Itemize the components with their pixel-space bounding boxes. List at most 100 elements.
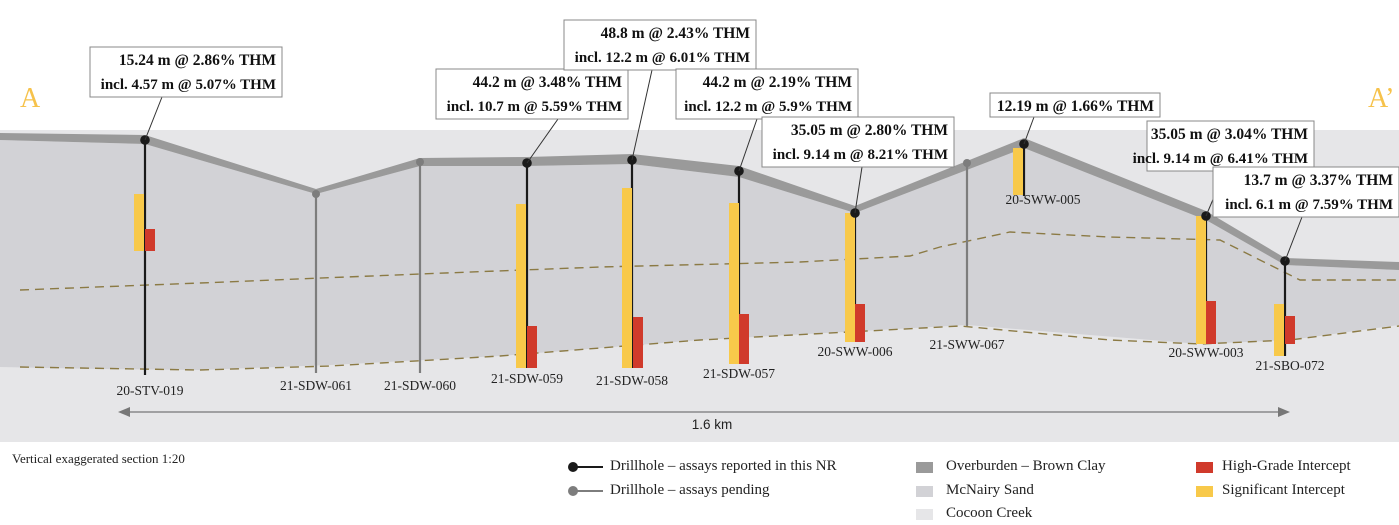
legend-overburden-label: Overburden – Brown Clay	[946, 458, 1106, 474]
callout-box	[435, 68, 629, 120]
legend-significant-swatch	[1196, 486, 1213, 497]
callout-leader	[631, 69, 653, 161]
callout-main-line: 44.2 m @ 3.48% THM	[473, 74, 623, 91]
callout-20-sww-006: 35.05 m @ 2.80% THM incl. 9.14 m @ 8.21% …	[761, 116, 955, 214]
callout-main-line: 13.7 m @ 3.37% THM	[1244, 172, 1394, 189]
high-grade-intercept-bar	[739, 314, 749, 364]
legend-reported-label: Drillhole – assays reported in this NR	[610, 458, 837, 474]
lower-contact-line	[19, 325, 1399, 371]
callout-leader	[854, 166, 863, 214]
drillhole-21-sdw-058: 21-SDW-058	[596, 155, 668, 388]
drillhole-20-sww-006: 20-SWW-006	[818, 208, 893, 359]
callout-21-sdw-059: 44.2 m @ 3.48% THM incl. 10.7 m @ 5.59% T…	[435, 68, 629, 164]
callout-incl-line: incl. 12.2 m @ 6.01% THM	[575, 50, 750, 66]
drillhole-label: 21-SDW-060	[384, 378, 456, 393]
section-scale-note: Vertical exaggerated section 1:20	[12, 451, 185, 466]
callout-leader	[1023, 116, 1035, 145]
legend-reported-dot-icon	[568, 462, 578, 472]
high-grade-intercept-bar	[1206, 301, 1216, 344]
callout-main-line: 44.2 m @ 2.19% THM	[703, 74, 853, 91]
legend-cocoon-swatch	[916, 509, 933, 520]
scale-bar: 1.6 km	[118, 407, 1290, 432]
significant-intercept-bar	[1013, 148, 1023, 195]
callout-incl-line: incl. 4.57 m @ 5.07% THM	[101, 77, 276, 93]
callout-box	[989, 92, 1161, 118]
callout-main-line: 35.05 m @ 3.04% THM	[1151, 126, 1308, 143]
significant-intercept-bar	[516, 204, 526, 368]
callout-20-sww-005: 12.19 m @ 1.66% THM	[989, 92, 1161, 145]
callout-box	[761, 116, 955, 168]
callout-incl-line: incl. 9.14 m @ 6.41% THM	[1133, 151, 1308, 167]
drillhole-label: 21-SWW-067	[930, 337, 1005, 352]
drillhole-label: 20-STV-019	[116, 383, 183, 398]
legend-reported-line-icon	[571, 466, 603, 468]
legend-mcnairy-swatch	[916, 486, 933, 497]
legend-pending-label: Drillhole – assays pending	[610, 482, 770, 498]
callout-incl-line: incl. 10.7 m @ 5.59% THM	[447, 99, 622, 115]
callout-21-sdw-058: 48.8 m @ 2.43% THM incl. 12.2 m @ 6.01% T…	[563, 19, 757, 161]
drillhole-label: 20-SWW-006	[818, 344, 893, 359]
drillhole-collar-dot	[963, 159, 971, 167]
drillholes-group: 20-STV-019 21-SDW-061 21-SDW-060 21-SDW-059…	[116, 135, 1325, 398]
significant-intercept-bar	[1274, 304, 1284, 356]
section-end-label: A’	[1368, 83, 1394, 114]
drillhole-20-stv-019: 20-STV-019	[116, 135, 184, 398]
legend-mcnairy-label: McNairy Sand	[946, 482, 1034, 498]
callout-leader	[144, 96, 163, 141]
callout-box	[89, 46, 283, 98]
callout-main-line: 15.24 m @ 2.86% THM	[119, 52, 276, 69]
drillhole-collar-dot	[416, 158, 424, 166]
legend-high-grade-label: High-Grade Intercept	[1222, 458, 1351, 474]
high-grade-intercept-bar	[1285, 316, 1295, 344]
callout-incl-line: incl. 12.2 m @ 5.9% THM	[684, 99, 852, 115]
drillhole-21-sdw-057: 21-SDW-057	[703, 166, 775, 381]
drillhole-label: 21-SDW-058	[596, 373, 668, 388]
legend-pending-dot-icon	[568, 486, 578, 496]
significant-intercept-bar	[134, 194, 144, 251]
drillhole-label: 21-SDW-061	[280, 378, 352, 393]
high-grade-intercept-bar	[527, 326, 537, 368]
callout-20-stv-019: 15.24 m @ 2.86% THM incl. 4.57 m @ 5.07% …	[89, 46, 283, 141]
callouts-group: 15.24 m @ 2.86% THM incl. 4.57 m @ 5.07% …	[89, 19, 1399, 262]
significant-intercept-bar	[845, 213, 855, 342]
legend-high-grade-swatch	[1196, 462, 1213, 473]
upper-contact-line	[19, 231, 1399, 291]
callout-21-sbo-072: 13.7 m @ 3.37% THM incl. 6.1 m @ 7.59% TH…	[1212, 166, 1399, 262]
drillhole-21-sdw-061: 21-SDW-061	[280, 190, 352, 393]
significant-intercept-bar	[729, 203, 739, 364]
high-grade-intercept-bar	[145, 229, 155, 251]
high-grade-intercept-bar	[855, 304, 865, 342]
callout-incl-line: incl. 9.14 m @ 8.21% THM	[773, 147, 948, 163]
drillhole-label: 21-SDW-057	[703, 366, 775, 381]
drillhole-20-sww-003: 20-SWW-003	[1169, 211, 1244, 360]
significant-intercept-bar	[622, 188, 632, 368]
drillhole-label: 21-SBO-072	[1255, 358, 1324, 373]
callout-main-line: 35.05 m @ 2.80% THM	[791, 122, 948, 139]
legend-pending-line-icon	[571, 490, 603, 492]
drillhole-collar-dot	[312, 190, 320, 198]
drillhole-21-sdw-060: 21-SDW-060	[384, 158, 456, 393]
drillhole-21-sww-067: 21-SWW-067	[930, 159, 1005, 352]
callout-box	[1212, 166, 1399, 218]
callout-incl-line: incl. 6.1 m @ 7.59% THM	[1225, 197, 1393, 213]
drillhole-21-sdw-059: 21-SDW-059	[491, 158, 563, 386]
callout-main-line: 48.8 m @ 2.43% THM	[601, 25, 751, 42]
callout-leader	[738, 118, 758, 172]
high-grade-intercept-bar	[633, 317, 643, 368]
legend-overburden-swatch	[916, 462, 933, 473]
callout-leader	[1284, 216, 1303, 262]
legend-cocoon-label: Cocoon Creek	[946, 505, 1033, 521]
drillhole-label: 20-SWW-003	[1169, 345, 1244, 360]
callout-leader	[526, 118, 559, 164]
mcnairy-sand-layer	[0, 140, 1399, 370]
significant-intercept-bar	[1196, 216, 1206, 344]
drillhole-label: 20-SWW-005	[1006, 192, 1081, 207]
scale-bar-label: 1.6 km	[692, 417, 733, 432]
callout-box	[563, 19, 757, 71]
legend-significant-label: Significant Intercept	[1222, 482, 1345, 498]
callout-main-line: 12.19 m @ 1.66% THM	[997, 98, 1154, 115]
drillhole-label: 21-SDW-059	[491, 371, 563, 386]
section-start-label: A	[20, 83, 41, 114]
